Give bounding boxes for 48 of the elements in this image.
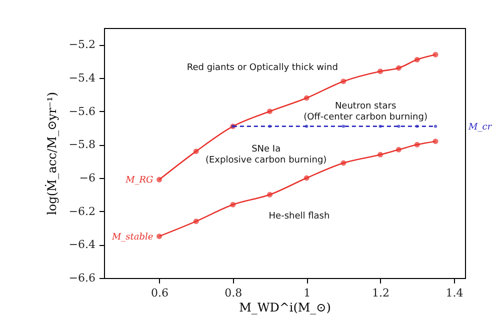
point [432,52,438,58]
point [304,175,310,181]
point [432,138,438,144]
point [156,234,162,240]
point [378,68,384,74]
point [397,124,400,128]
x-axis-title: M_WD^i(M_⊙) [239,300,331,314]
point [340,160,346,166]
annotation: Neutron stars (Off-center carbon burning) [304,101,428,122]
x-tick-label: 0.8 [224,286,242,300]
point [342,124,346,128]
y-tick-label: −5.6 [68,104,96,118]
point [414,142,420,148]
x-tick-label: 0.6 [151,286,169,300]
y-tick-label: −6 [79,172,96,184]
point [340,78,346,84]
point [267,108,273,114]
y-tick-label: −5.2 [68,38,96,52]
point [193,148,199,154]
series-label: M_stable [110,232,154,242]
text: M_cr [468,122,492,132]
y-tick-label: −6.2 [68,204,96,218]
point [378,124,382,128]
point [304,95,310,101]
x-tick-label: 1.2 [372,286,390,300]
point [230,202,236,208]
point [434,124,438,128]
y-axis-title: log(Ṁ_acc/M_⊙yr⁻¹) [44,92,59,216]
y-tick-label: −5.4 [68,72,96,84]
point [378,152,384,158]
annotation: Red giants or Optically thick wind [186,63,338,73]
point [267,192,273,198]
annotation: SNe Ia (Explosive carbon burning) [205,144,327,166]
point [156,176,162,182]
x-tick-label: 1.4 [446,286,464,300]
point [305,124,308,128]
y-tick-label: −6.6 [68,272,96,284]
annotation: He-shell flash [268,211,330,222]
point [416,124,419,128]
point [193,218,199,224]
y-tick-label: −6.4 [68,238,96,252]
point [396,146,402,152]
y-tick-label: −5.8 [68,138,96,152]
x-tick-label: 1 [304,286,311,300]
point [396,65,402,71]
point [414,56,420,62]
point [268,124,272,128]
series-label: M_RG [124,176,154,186]
